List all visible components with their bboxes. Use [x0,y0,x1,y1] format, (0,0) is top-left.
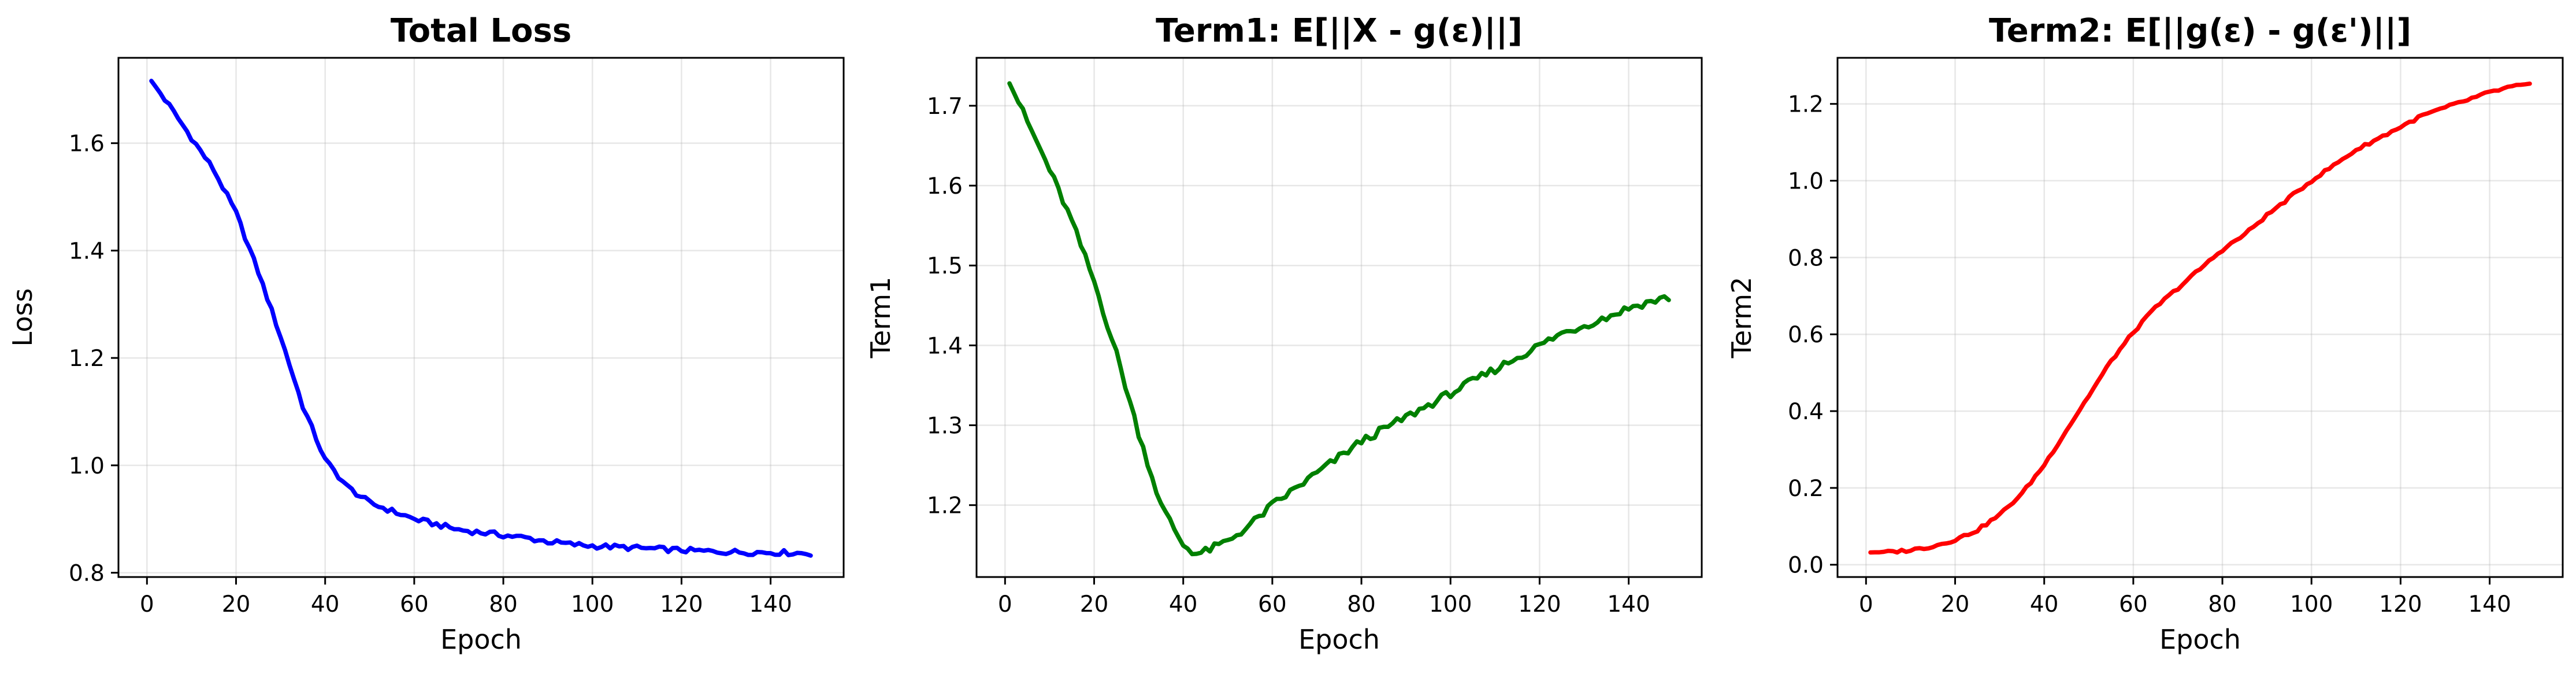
x-tick-label: 40 [311,591,340,617]
x-tick-label: 0 [140,591,154,617]
x-tick-label: 140 [1607,591,1650,617]
axes-frame [1836,57,2564,578]
x-tick-label: 20 [1080,591,1109,617]
chart-title: Total Loss [391,12,571,50]
panel-term2: 0 20 40 60 80 100 120 140 0.0 0.2 0.4 0.6 0.8 1.0 1.2 T… [1726,12,2564,655]
y-tick-label: 1.4 [69,238,105,264]
y-tick-label: 0.6 [1788,322,1824,348]
y-tick-label: 0.0 [1788,553,1824,579]
y-tick-label: 0.2 [1788,476,1824,502]
x-tick-label: 100 [571,591,614,617]
x-tick-label: 0 [998,591,1012,617]
y-tick-label: 1.4 [927,333,963,359]
y-tick-label: 0.8 [69,561,105,587]
panel-term1: 0 20 40 60 80 100 120 140 1.2 1.3 1.4 1.5 1.6 1.7 Term… [865,12,1703,655]
y-tick-label: 1.6 [927,173,963,199]
y-axis-label: Term2 [1726,277,1757,359]
series-line-term2 [1868,81,2532,555]
x-tick-label: 120 [2379,591,2422,617]
y-tick-label: 1.0 [1788,169,1824,195]
axes-frame [975,57,1703,578]
x-tick-label: 80 [489,591,518,617]
x-tick-label: 20 [1941,591,1970,617]
y-tick-label: 0.8 [1788,245,1824,271]
x-tick-label: 20 [222,591,251,617]
x-tick-label: 40 [1169,591,1198,617]
x-tick-label: 40 [2030,591,2059,617]
panel-total-loss: 0 20 40 60 80 100 120 140 0.8 1.0 1.2 1.4 1.6 Total L… [7,12,845,655]
x-axis-label: Epoch [1298,624,1380,655]
x-tick-label: 100 [1429,591,1472,617]
x-tick-label: 100 [2290,591,2333,617]
x-tick-label: 80 [1347,591,1376,617]
y-tick-label: 1.3 [927,413,963,439]
chart-title: Term1: E[||X - g(ε)||] [1156,12,1523,50]
x-tick-label: 0 [1859,591,1873,617]
x-tick-label: 60 [400,591,429,617]
y-tick-label: 1.0 [69,453,105,479]
y-axis-label: Term1 [865,277,896,359]
x-tick-label: 140 [749,591,792,617]
y-tick-label: 1.2 [1788,92,1824,118]
series-line-term1 [1007,81,1671,557]
x-tick-label: 140 [2468,591,2511,617]
x-axis-label: Epoch [440,624,522,655]
axes-frame [117,57,845,578]
x-tick-label: 60 [1258,591,1287,617]
chart-title: Term2: E[||g(ε) - g(ε')||] [1989,12,2411,50]
y-axis-label: Loss [7,289,38,347]
x-tick-label: 120 [1518,591,1561,617]
y-tick-label: 1.2 [927,493,963,519]
y-tick-label: 1.2 [69,346,105,372]
x-tick-label: 60 [2119,591,2148,617]
x-tick-label: 120 [660,591,703,617]
x-tick-label: 80 [2208,591,2237,617]
y-tick-label: 1.6 [69,131,105,157]
series-line-total-loss [149,79,813,558]
x-axis-label: Epoch [2159,624,2241,655]
y-tick-label: 1.5 [927,253,963,279]
y-tick-label: 0.4 [1788,399,1824,425]
y-tick-label: 1.7 [927,94,963,120]
